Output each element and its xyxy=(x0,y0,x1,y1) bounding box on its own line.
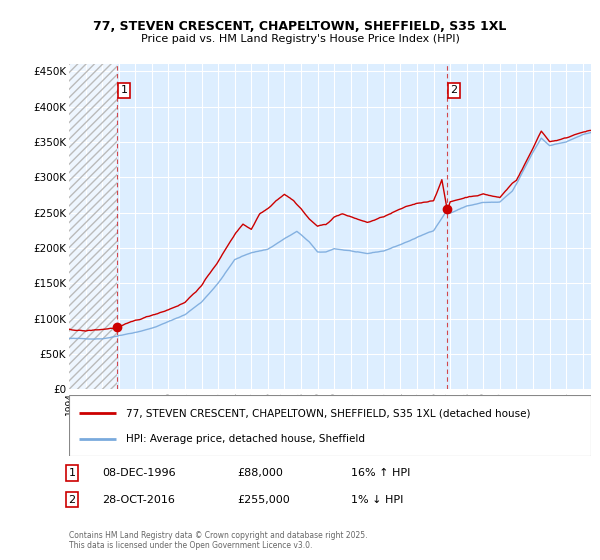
Text: Contains HM Land Registry data © Crown copyright and database right 2025.
This d: Contains HM Land Registry data © Crown c… xyxy=(69,530,367,550)
Bar xyxy=(69,64,118,389)
Text: £255,000: £255,000 xyxy=(237,494,290,505)
Text: 77, STEVEN CRESCENT, CHAPELTOWN, SHEFFIELD, S35 1XL (detached house): 77, STEVEN CRESCENT, CHAPELTOWN, SHEFFIE… xyxy=(127,408,531,418)
Text: 1: 1 xyxy=(68,468,76,478)
Text: 16% ↑ HPI: 16% ↑ HPI xyxy=(351,468,410,478)
Text: 1% ↓ HPI: 1% ↓ HPI xyxy=(351,494,403,505)
Text: 2: 2 xyxy=(68,494,76,505)
Text: 28-OCT-2016: 28-OCT-2016 xyxy=(102,494,175,505)
Text: 77, STEVEN CRESCENT, CHAPELTOWN, SHEFFIELD, S35 1XL: 77, STEVEN CRESCENT, CHAPELTOWN, SHEFFIE… xyxy=(94,20,506,32)
Bar xyxy=(69,64,118,389)
Text: £88,000: £88,000 xyxy=(237,468,283,478)
Text: HPI: Average price, detached house, Sheffield: HPI: Average price, detached house, Shef… xyxy=(127,434,365,444)
Text: Price paid vs. HM Land Registry's House Price Index (HPI): Price paid vs. HM Land Registry's House … xyxy=(140,34,460,44)
Text: 2: 2 xyxy=(451,85,458,95)
Text: 1: 1 xyxy=(121,85,128,95)
FancyBboxPatch shape xyxy=(69,395,591,456)
Text: 08-DEC-1996: 08-DEC-1996 xyxy=(102,468,176,478)
